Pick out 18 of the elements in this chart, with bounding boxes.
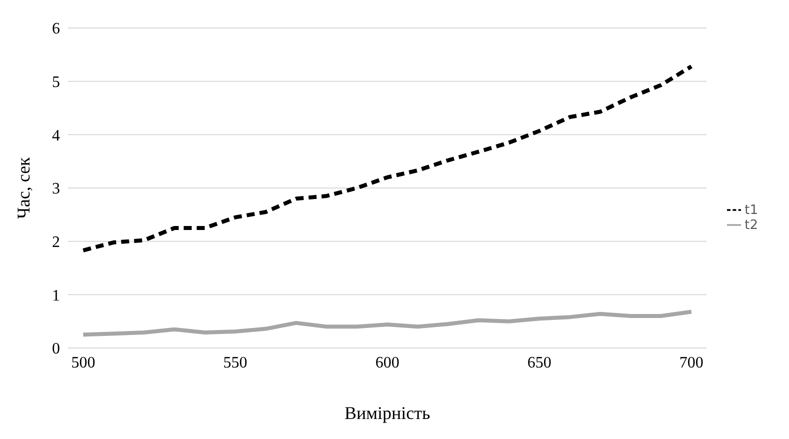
y-tick-label: 5 bbox=[52, 74, 60, 92]
line-series bbox=[81, 310, 694, 337]
x-tick-label: 650 bbox=[527, 354, 552, 372]
y-tick-label: 6 bbox=[52, 20, 60, 38]
x-tick-label: 700 bbox=[679, 354, 704, 372]
y-tick-label: 2 bbox=[52, 234, 60, 252]
y-tick-label: 0 bbox=[52, 340, 60, 358]
x-tick-label: 550 bbox=[223, 354, 248, 372]
y-tick-label: 3 bbox=[52, 180, 60, 198]
x-tick-label: 600 bbox=[375, 354, 400, 372]
x-tick-label: 500 bbox=[71, 354, 96, 372]
legend-label: t2 bbox=[744, 218, 758, 233]
y-axis-title: Час, сек bbox=[13, 156, 34, 219]
line-series bbox=[81, 64, 694, 252]
legend-label: t1 bbox=[744, 203, 758, 218]
y-tick-label: 1 bbox=[52, 287, 60, 304]
y-tick-label: 4 bbox=[52, 127, 60, 144]
x-axis-title: Вимірність bbox=[344, 402, 430, 423]
